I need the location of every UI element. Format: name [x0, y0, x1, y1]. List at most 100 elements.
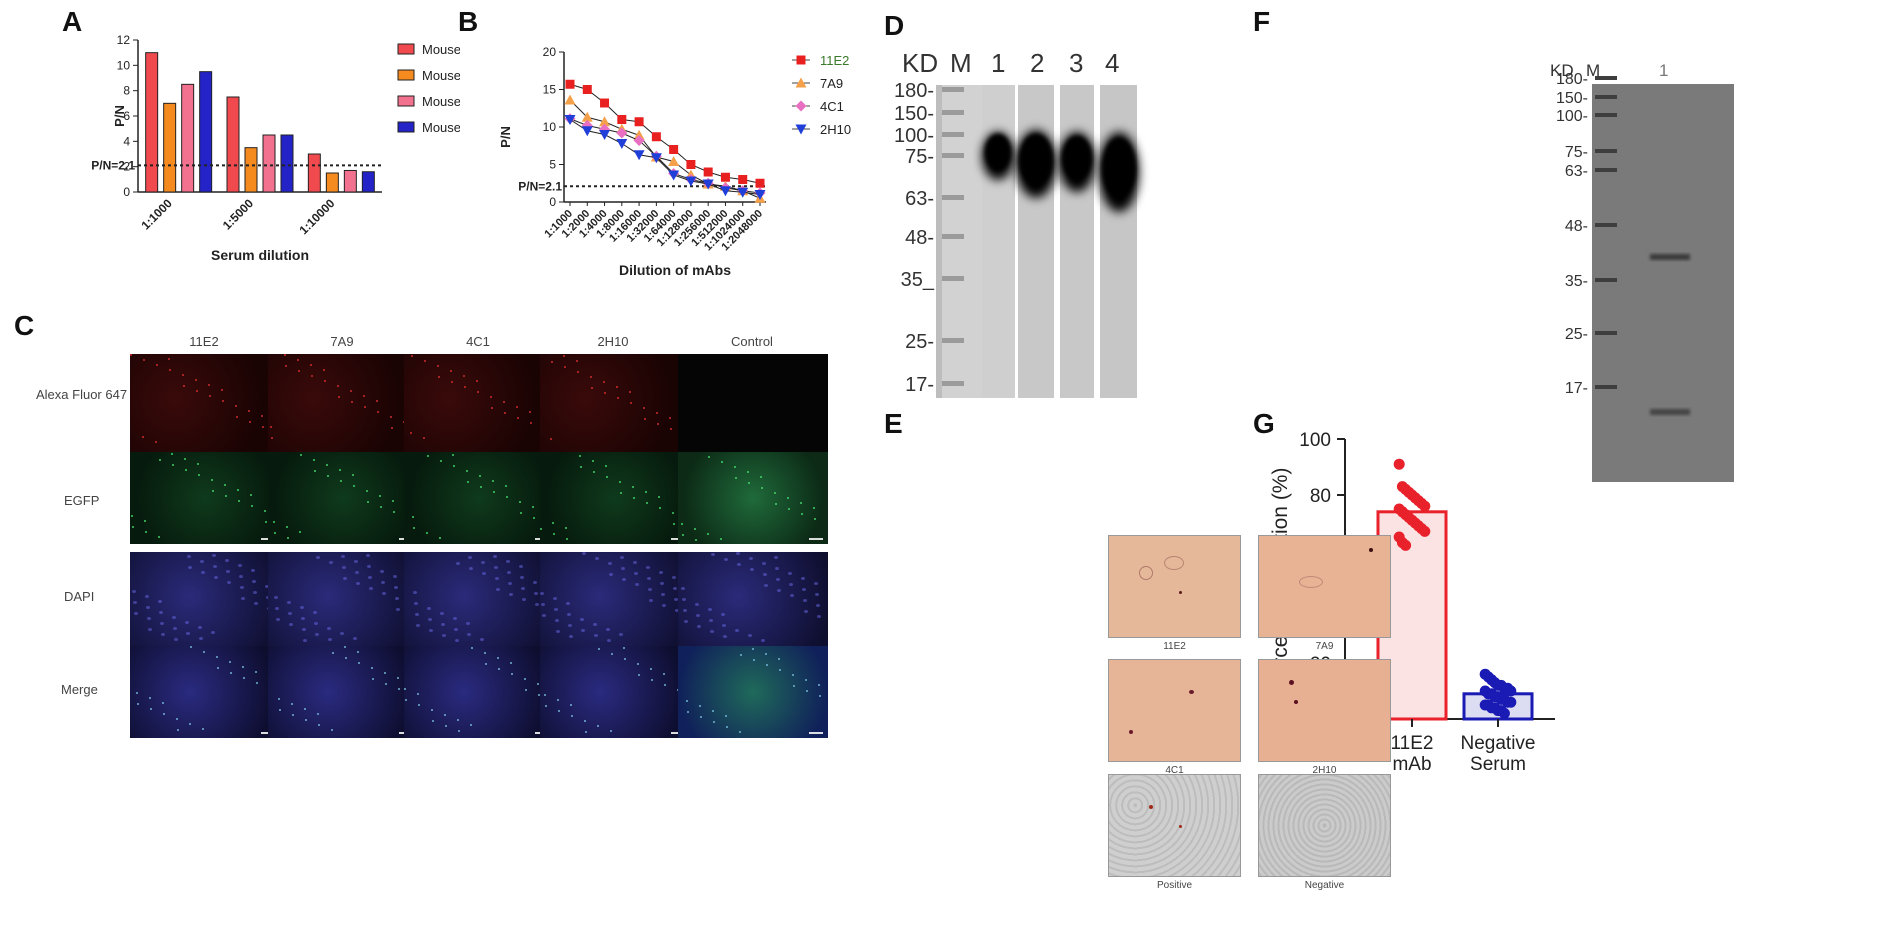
micrograph-speck — [168, 358, 170, 360]
gel-f-ladder-band — [1595, 95, 1617, 99]
a-xtick-label: 1:1000 — [138, 196, 175, 233]
micrograph-speck — [445, 725, 447, 727]
blot-d-ladder-band — [942, 132, 964, 137]
g-xtick-label: 11E2 — [1391, 733, 1434, 754]
micrograph-speck — [367, 501, 369, 503]
a-ytick-label: 8 — [123, 84, 130, 98]
blot-d-marker-label: 17- — [905, 374, 934, 396]
blot-d-marker-label: 25- — [905, 331, 934, 353]
b-legend-label: 7A9 — [820, 76, 843, 91]
micrograph-speck — [377, 411, 379, 413]
micrograph-speck — [497, 657, 499, 659]
micrograph-speck — [172, 616, 176, 619]
e-label-positive: Positive — [1156, 880, 1192, 891]
a-xtick-label: 1:5000 — [220, 196, 257, 233]
micrograph-speck — [327, 475, 329, 477]
gel-f-svg: KD M 1 180- 150-100- 75- 63- 48- 35- 25- 17- — [1550, 61, 1734, 482]
micrograph-speck — [261, 415, 263, 417]
g-point — [1419, 525, 1431, 537]
micrograph-speck — [726, 726, 728, 728]
micrograph-speck — [480, 638, 484, 641]
gel-f-marker-label: 75- — [1565, 144, 1588, 161]
micrograph-speck — [438, 376, 440, 378]
micrograph-speck — [200, 560, 204, 563]
micrograph-speck — [552, 522, 554, 524]
micrograph-speck — [790, 594, 794, 597]
micrograph-speck — [607, 639, 611, 642]
b-threshold-label: P/N=2.1 — [518, 179, 562, 193]
micrograph-speck — [376, 400, 378, 402]
micrograph-speck — [633, 561, 637, 564]
micrograph-speck — [818, 684, 820, 686]
micrograph-speck — [623, 647, 625, 649]
panel-label-e: E — [884, 408, 903, 439]
micrograph-speck — [353, 485, 355, 487]
micrograph-speck — [508, 582, 512, 585]
micrograph-speck — [550, 438, 552, 440]
micrograph-speck — [610, 730, 612, 732]
micrograph-speck — [700, 716, 702, 718]
micrograph-speck — [146, 606, 150, 609]
micrograph-speck — [584, 720, 586, 722]
e-label-negative: Negative — [1304, 880, 1345, 891]
micrograph-speck — [788, 572, 792, 575]
micrograph-speck — [687, 711, 689, 713]
micrograph-speck — [372, 678, 374, 680]
micrograph-speck — [683, 609, 687, 612]
micrograph-speck — [554, 608, 558, 611]
micrograph-speck — [803, 599, 807, 602]
micrograph-speck — [804, 610, 808, 613]
micrograph-speck — [793, 685, 795, 687]
micrograph-speck — [619, 481, 621, 483]
micrograph-speck — [765, 653, 767, 655]
micrograph-speck — [816, 604, 820, 607]
micrograph-speck — [722, 624, 726, 627]
blot-d-lane-2: 2 — [1030, 48, 1044, 78]
micrograph-tile — [678, 452, 828, 544]
micrograph-speck — [819, 695, 821, 697]
micrograph-speck — [622, 578, 626, 581]
gel-f-marker-label: 25- — [1565, 326, 1588, 343]
g-point — [1419, 500, 1431, 512]
micrograph-speck — [492, 480, 494, 482]
blot-d-lane1-bg — [982, 85, 1015, 398]
micrograph-speck — [535, 603, 539, 606]
micrograph-tile — [268, 354, 418, 466]
blot-d-marker-label: 150- — [894, 103, 934, 125]
micrograph-speck — [761, 487, 763, 489]
micrograph-speck — [737, 563, 741, 566]
g-xtick-label: mAb — [1392, 754, 1431, 775]
micrograph-speck — [209, 395, 211, 397]
micrograph-speck — [379, 495, 381, 497]
micrograph-speck — [329, 561, 333, 564]
micrograph-speck — [624, 658, 626, 660]
micrograph-speck — [511, 673, 513, 675]
micrograph-speck — [506, 496, 508, 498]
micrograph-speck — [354, 560, 358, 563]
panel-label-a: A — [62, 6, 83, 37]
b-legend-label: 2H10 — [820, 122, 851, 137]
micrograph-speck — [305, 719, 307, 721]
micrograph-tile — [678, 552, 828, 664]
chart-b-mab-titer: 05101520P/N1:10001:20001:40001:80001:160… — [498, 45, 851, 278]
blot-d-marker-label: 180- — [894, 80, 934, 102]
micrograph-speck — [608, 562, 612, 565]
micrograph-speck — [398, 688, 400, 690]
micrograph-speck — [711, 553, 715, 556]
micrograph-speck — [150, 708, 152, 710]
micrograph-speck — [520, 576, 524, 579]
micrograph-speck — [647, 577, 651, 580]
b-point — [600, 98, 610, 108]
micrograph-speck — [529, 411, 531, 413]
b-point — [633, 150, 645, 161]
b-legend-label: 4C1 — [820, 99, 844, 114]
micrograph-speck — [431, 709, 433, 711]
micrograph-speck — [603, 381, 605, 383]
micrograph-speck — [358, 662, 360, 664]
micrograph-speck — [393, 575, 397, 578]
micrograph-speck — [577, 371, 579, 373]
micrograph-speck — [466, 470, 468, 472]
micrograph-speck — [776, 578, 780, 581]
b-point — [669, 145, 679, 154]
micrograph-tile — [130, 646, 280, 738]
